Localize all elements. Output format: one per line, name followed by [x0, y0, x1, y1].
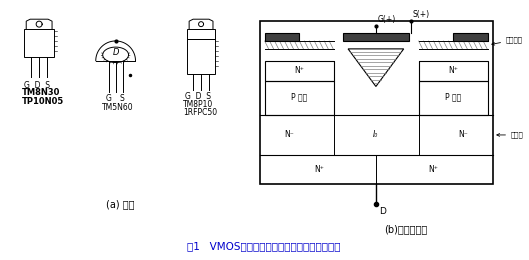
Bar — [187, 39, 215, 74]
Text: (a) 外形: (a) 外形 — [106, 199, 135, 209]
Bar — [418, 81, 488, 115]
Text: N⁺: N⁺ — [295, 66, 304, 75]
Text: G: G — [106, 94, 112, 103]
Text: N⁻: N⁻ — [285, 131, 294, 139]
Bar — [264, 61, 334, 81]
Text: G(+): G(+) — [378, 15, 396, 24]
Text: TM5N60: TM5N60 — [102, 103, 133, 112]
Text: I₀: I₀ — [373, 131, 379, 139]
Bar — [418, 61, 488, 81]
Text: S(+): S(+) — [413, 10, 430, 19]
Text: N⁻: N⁻ — [459, 131, 468, 139]
Text: 二氧化硅: 二氧化硅 — [492, 37, 523, 45]
Text: 漂移区: 漂移区 — [497, 132, 524, 138]
Text: P 沟道: P 沟道 — [291, 93, 307, 102]
Text: TM8P10: TM8P10 — [183, 100, 213, 109]
Text: S: S — [120, 94, 124, 103]
Text: N⁺: N⁺ — [314, 165, 324, 174]
Text: TP10N05: TP10N05 — [22, 97, 65, 106]
Bar — [24, 29, 54, 57]
Text: D: D — [112, 48, 119, 57]
Text: G  D  S: G D S — [24, 81, 50, 89]
Text: 图1   VMOS功率场效应管外形及内部结构示意图: 图1 VMOS功率场效应管外形及内部结构示意图 — [187, 241, 340, 251]
Text: G  D  S: G D S — [185, 92, 211, 101]
Text: (b)内部结构构: (b)内部结构构 — [384, 224, 427, 234]
Bar — [343, 33, 409, 41]
Bar — [264, 33, 299, 41]
Text: N⁺: N⁺ — [428, 165, 439, 174]
Text: 1RFPC50: 1RFPC50 — [183, 108, 217, 117]
Text: N⁺: N⁺ — [449, 66, 458, 75]
Polygon shape — [348, 49, 404, 87]
Text: D: D — [379, 207, 386, 216]
Text: TM8N30: TM8N30 — [22, 88, 61, 98]
Text: P 沟道: P 沟道 — [445, 93, 461, 102]
Bar — [187, 29, 215, 39]
Bar — [260, 21, 493, 184]
Bar — [264, 81, 334, 115]
Bar — [453, 33, 488, 41]
